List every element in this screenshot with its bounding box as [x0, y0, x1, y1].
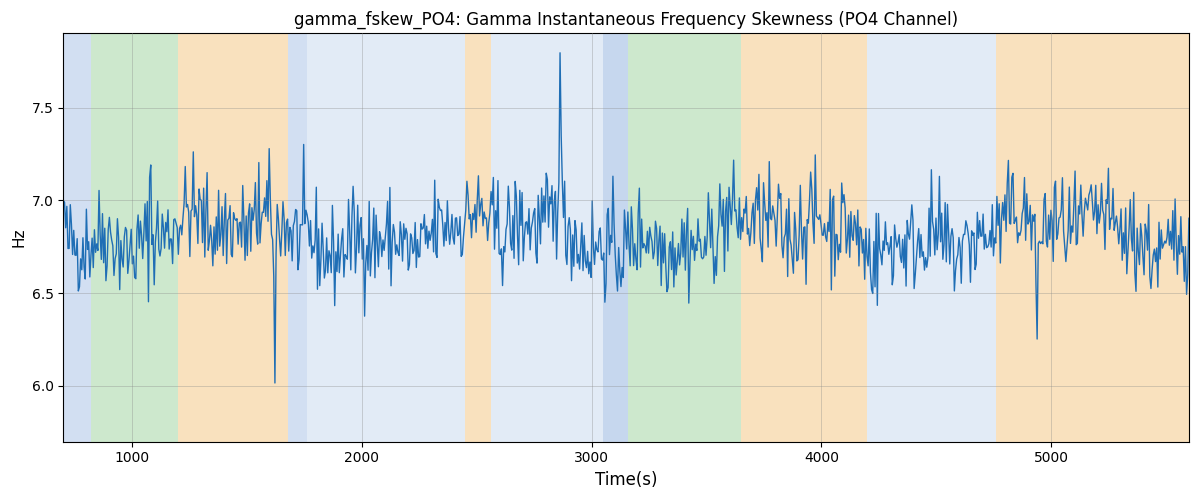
- X-axis label: Time(s): Time(s): [595, 471, 658, 489]
- Bar: [604, 34, 629, 442]
- Bar: [307, 34, 466, 442]
- Bar: [466, 34, 491, 442]
- Bar: [91, 34, 179, 442]
- Bar: [868, 34, 996, 442]
- Title: gamma_fskew_PO4: Gamma Instantaneous Frequency Skewness (PO4 Channel): gamma_fskew_PO4: Gamma Instantaneous Fre…: [294, 11, 959, 30]
- Bar: [740, 34, 775, 442]
- Bar: [629, 34, 740, 442]
- Y-axis label: Hz: Hz: [11, 228, 26, 248]
- Bar: [775, 34, 868, 442]
- Bar: [179, 34, 288, 442]
- Bar: [64, 34, 91, 442]
- Bar: [288, 34, 307, 442]
- Bar: [996, 34, 1189, 442]
- Bar: [491, 34, 604, 442]
